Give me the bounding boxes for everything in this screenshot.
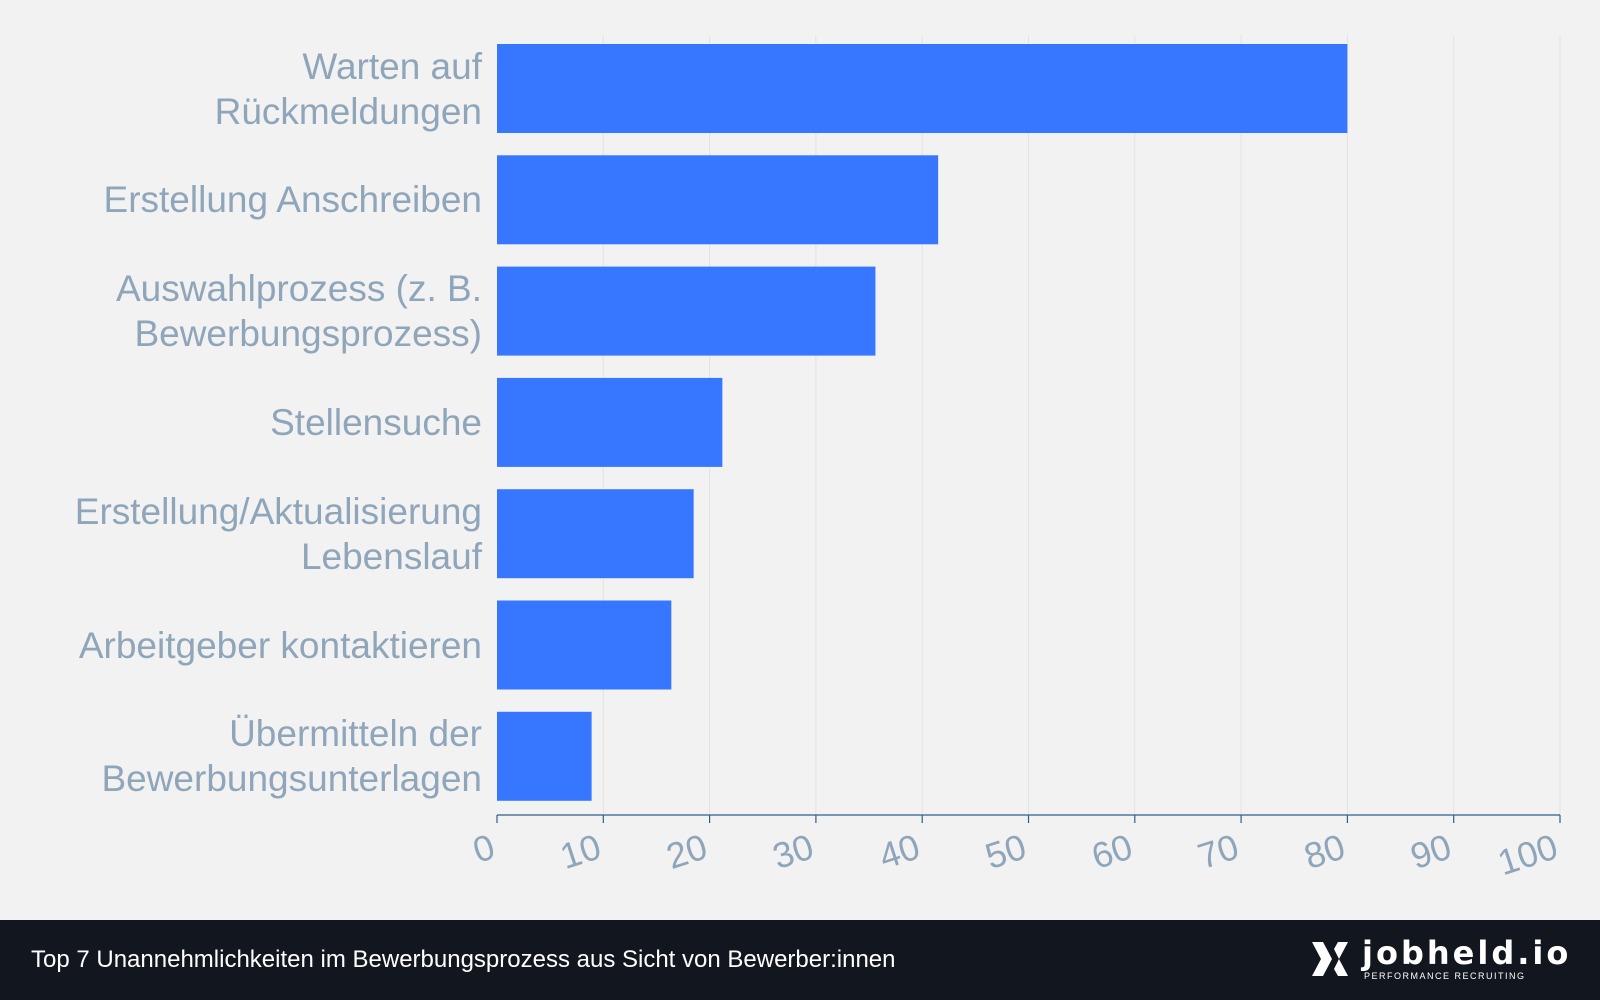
x-tick-label-90: 90 [1405,826,1456,877]
grid-lines [602,35,1561,815]
x-tick-label-0: 0 [468,826,500,871]
category-label-line: Lebenslauf [300,535,482,577]
x-axis: 0 10 20 30 40 50 60 70 80 90 100 [468,814,1563,884]
x-tick-label-20: 20 [661,826,712,877]
category-label-1: Warten auf Rückmeldungen [2,44,482,134]
x-tick-label-10: 10 [555,826,606,877]
bar-2 [497,155,939,245]
category-label-line: Erstellung/Aktualisierung [74,490,482,532]
bar-1 [497,44,1348,133]
x-tick-label-40: 40 [874,826,925,877]
category-label-7: Übermitteln der Bewerbungsunterlagen [2,711,482,801]
x-tick-label-30: 30 [768,826,819,877]
category-label-line: Rückmeldungen [214,90,482,132]
category-label-2: Erstellung Anschreiben [2,177,482,222]
brand-tagline: PERFORMANCE RECRUITING [1364,971,1526,981]
category-label-line: Warten auf [302,45,482,87]
category-label-4: Stellensuche [2,400,482,445]
brand-logo[interactable]: jobheld.io PERFORMANCE RECRUITING [1310,934,1568,984]
category-label-3: Auswahlprozess (z. B. Bewerbungsprozess) [2,266,482,356]
bar-7 [497,711,592,801]
brand-name: jobheld.io [1362,934,1572,972]
x-tick-label-70: 70 [1193,826,1244,877]
category-label-5: Erstellung/Aktualisierung Lebenslauf [2,489,482,579]
x-tick-label-60: 60 [1087,826,1138,877]
category-label-line: Bewerbungsunterlagen [101,758,482,800]
bar-3 [497,266,876,356]
bar-chart: 0 10 20 30 40 50 60 70 80 90 100 [468,35,1563,884]
x-tick-label-80: 80 [1299,826,1350,877]
bars [497,44,1348,801]
category-label-line: Stellensuche [270,401,482,443]
chart-title: Top 7 Unannehmlichkeiten im Bewerbungspr… [31,946,896,973]
category-label-line: Arbeitgeber kontaktieren [78,624,482,666]
category-label-line: Bewerbungsprozess) [134,313,482,355]
jobheld-x-logo-icon [1312,942,1348,976]
footer-bar: Top 7 Unannehmlichkeiten im Bewerbungspr… [0,920,1600,1000]
category-label-line: Erstellung Anschreiben [103,179,482,221]
category-label-line: Übermitteln der [229,713,482,755]
x-tick-label-50: 50 [980,826,1031,877]
category-label-6: Arbeitgeber kontaktieren [2,623,482,668]
chart-area: 0 10 20 30 40 50 60 70 80 90 100 Warten auf Rückmel… [2,35,1563,884]
bar-6 [497,600,672,690]
bar-5 [497,489,694,579]
x-tick-label-100: 100 [1493,826,1563,884]
bar-4 [497,377,723,467]
category-label-line: Auswahlprozess (z. B. [115,268,482,310]
